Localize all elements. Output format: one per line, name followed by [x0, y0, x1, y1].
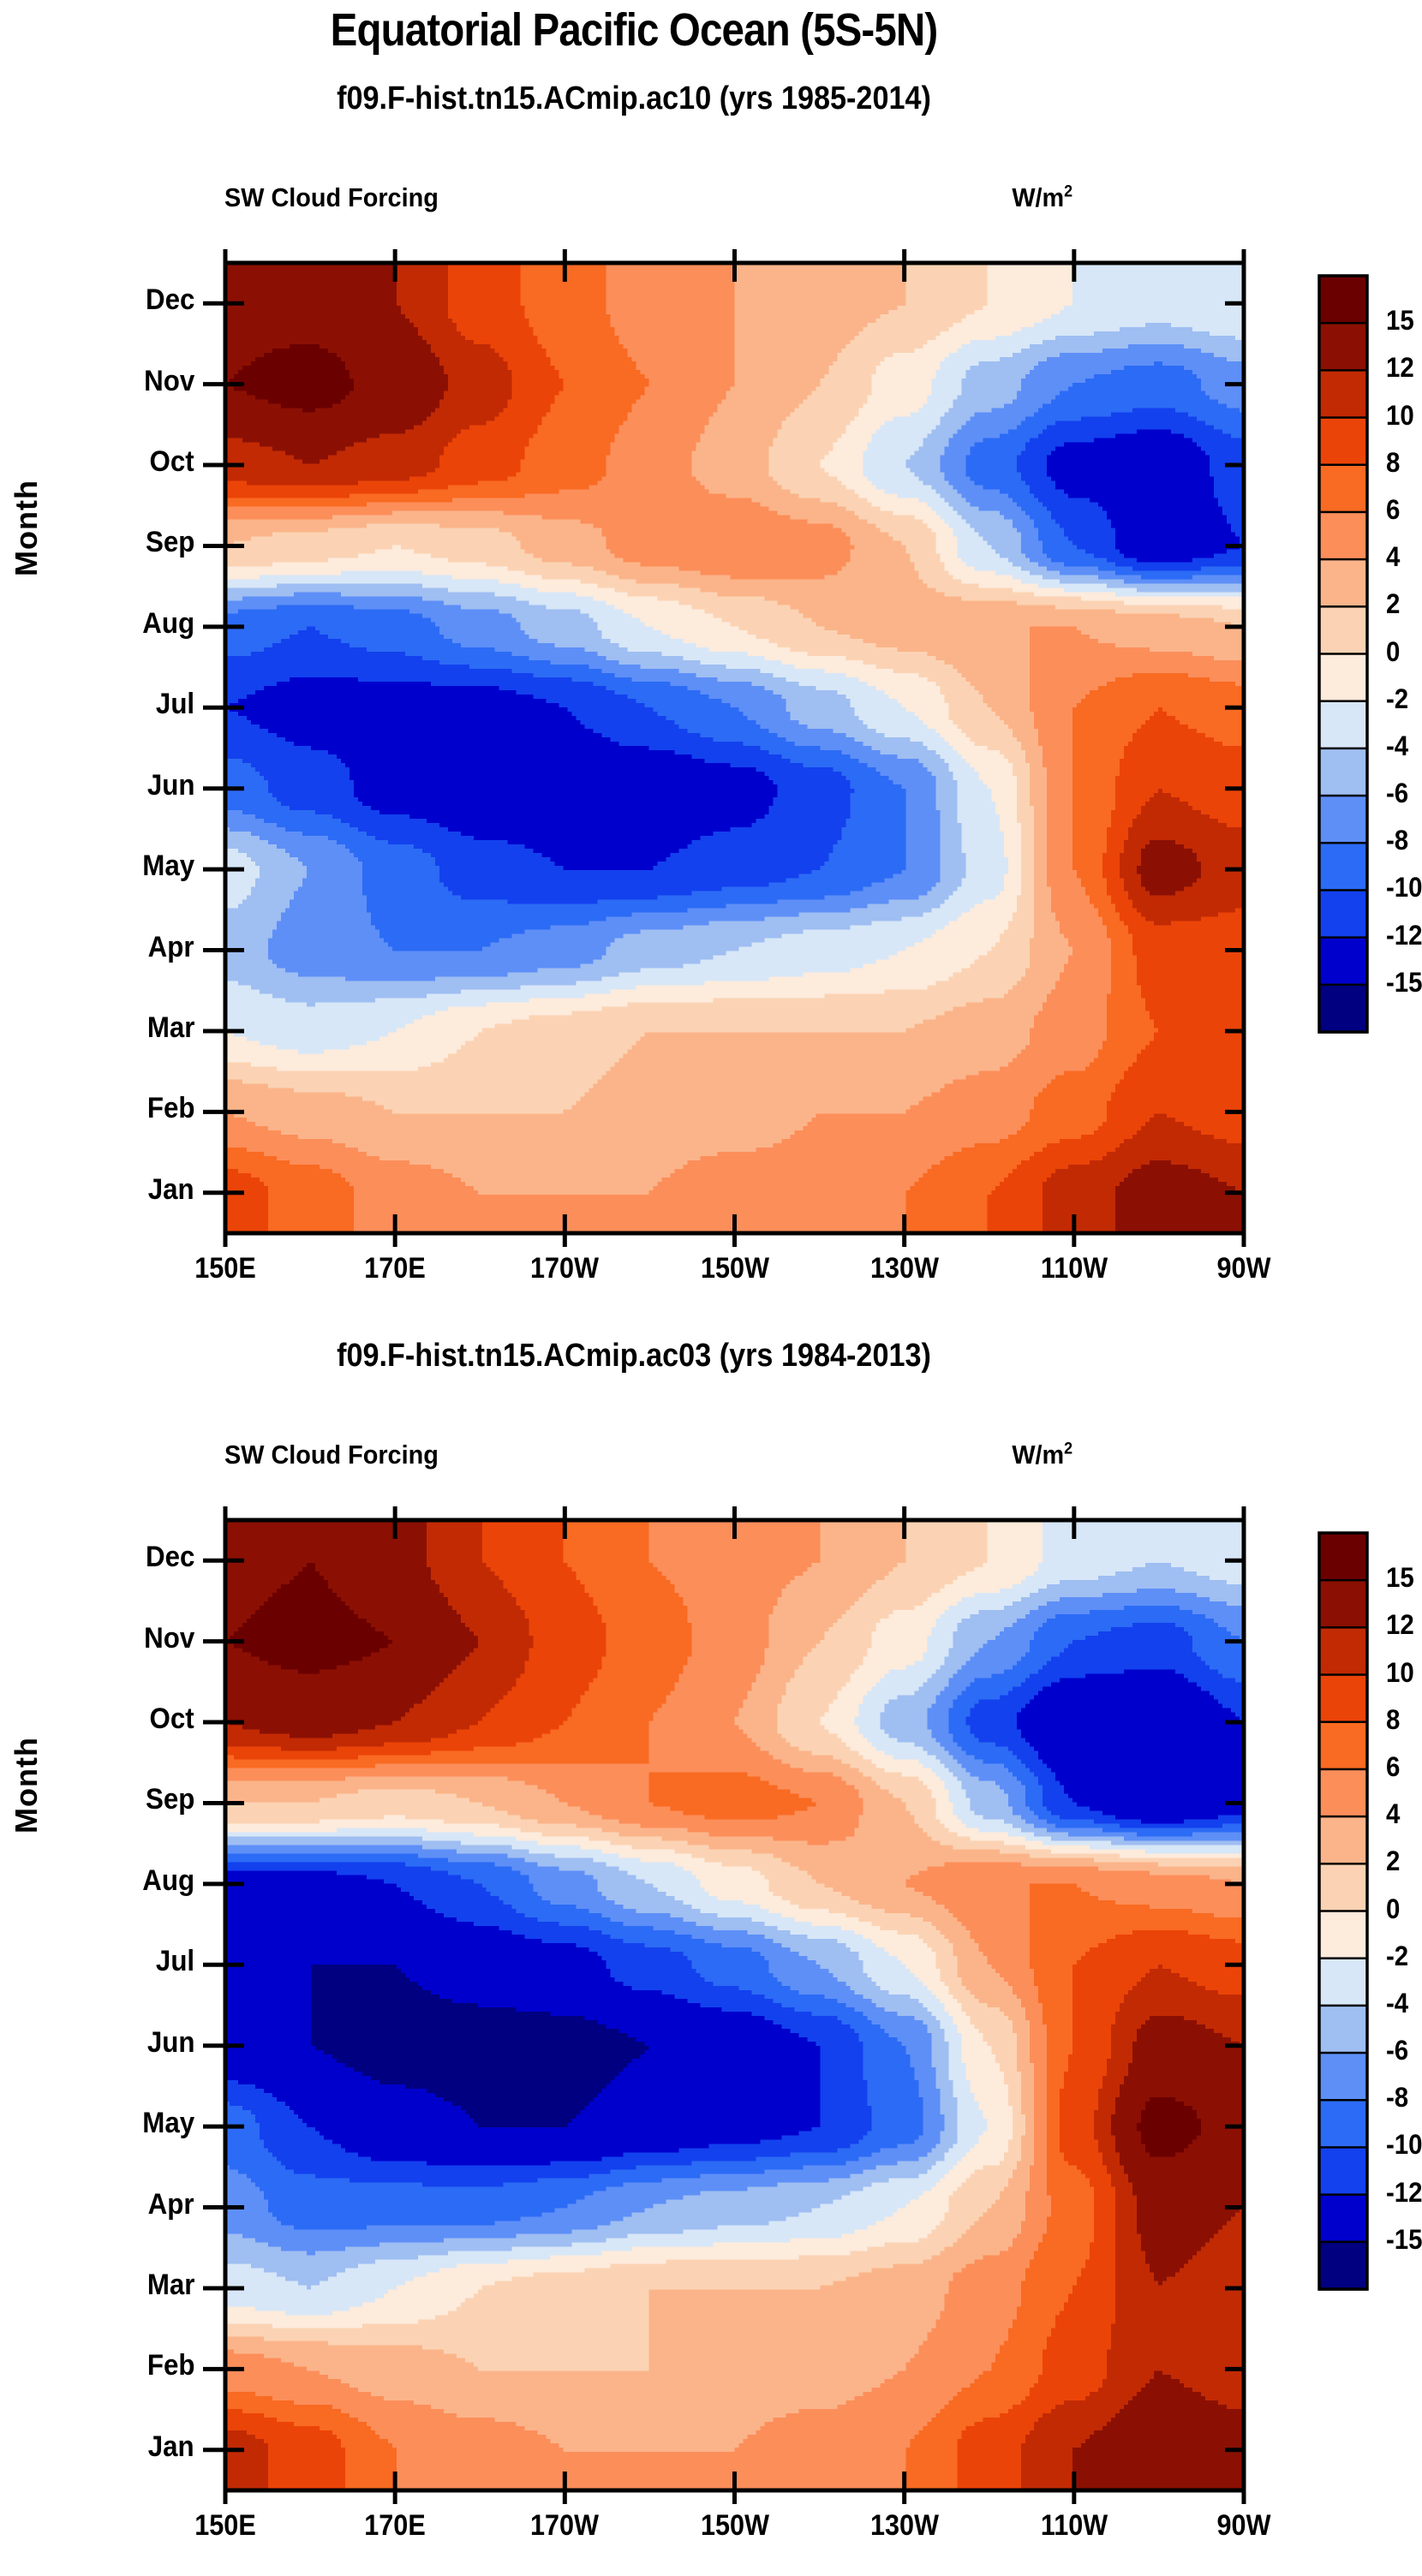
- panel-1-subtitle: f09.F-hist.tn15.ACmip.ac10 (yrs 1985-201…: [337, 80, 931, 116]
- x-axis-tick-130w: 130W: [869, 1252, 939, 1285]
- panel-1-plot: [203, 249, 1369, 1247]
- colorbar-label-15: 15: [1386, 305, 1414, 337]
- x-axis-tick-130w: 130W: [869, 2509, 939, 2542]
- x-axis-tick-150w: 150W: [700, 2509, 769, 2542]
- y-axis-tick-sep: Sep: [145, 1783, 194, 1816]
- colorbar-label-8: 8: [1386, 1703, 1401, 1735]
- colorbar-label-neg15: -15: [1386, 2223, 1422, 2255]
- y-axis-tick-jul: Jul: [155, 1945, 194, 1978]
- panel-2-right-label: W/m2: [1012, 1440, 1072, 1470]
- x-axis-tick-170w: 170W: [530, 2509, 600, 2542]
- y-axis-tick-may: May: [142, 850, 194, 883]
- colorbar-label-neg6: -6: [1386, 2035, 1409, 2066]
- x-axis-tick-170e: 170E: [364, 2509, 426, 2542]
- colorbar-label-neg6: -6: [1386, 778, 1409, 809]
- colorbar-label-neg12: -12: [1386, 919, 1422, 951]
- y-axis-tick-oct: Oct: [149, 445, 194, 479]
- colorbar-label-0: 0: [1386, 1893, 1401, 1924]
- page-title: Equatorial Pacific Ocean (5S-5N): [330, 4, 939, 56]
- y-axis-tick-mar: Mar: [146, 2268, 194, 2301]
- colorbar-label-15: 15: [1386, 1562, 1414, 1594]
- panel-2-subtitle: f09.F-hist.tn15.ACmip.ac03 (yrs 1984-201…: [337, 1338, 931, 1374]
- colorbar-label-neg15: -15: [1386, 966, 1422, 998]
- colorbar-label-neg12: -12: [1386, 2176, 1422, 2208]
- colorbar-label-6: 6: [1386, 493, 1401, 525]
- panel-1: f09.F-hist.tn15.ACmip.ac10 (yrs 1985-201…: [9, 80, 1422, 1285]
- y-axis-tick-nov: Nov: [143, 364, 194, 397]
- colorbar-label-2: 2: [1386, 1846, 1401, 1877]
- colorbar-label-neg2: -2: [1386, 683, 1409, 714]
- colorbar-label-neg4: -4: [1386, 730, 1409, 761]
- colorbar-label-4: 4: [1386, 1798, 1401, 1830]
- x-axis-tick-110w: 110W: [1040, 2509, 1108, 2542]
- x-axis-tick-110w: 110W: [1040, 1252, 1108, 1285]
- colorbar-label-12: 12: [1386, 352, 1414, 384]
- y-axis-tick-mar: Mar: [146, 1011, 194, 1044]
- colorbar-label-8: 8: [1386, 446, 1401, 478]
- units-text: W/m: [1012, 1440, 1065, 1470]
- colorbar-label-12: 12: [1386, 1609, 1414, 1641]
- x-axis-tick-170e: 170E: [364, 1252, 426, 1285]
- colorbar-label-4: 4: [1386, 541, 1401, 573]
- x-axis-tick-170w: 170W: [530, 1252, 600, 1285]
- panel-2-left-label: SW Cloud Forcing: [224, 1440, 439, 1470]
- panel-1-left-label: SW Cloud Forcing: [224, 182, 439, 212]
- panel-2: f09.F-hist.tn15.ACmip.ac03 (yrs 1984-201…: [0, 1257, 1422, 2576]
- colorbar-label-neg10: -10: [1386, 872, 1422, 903]
- colorbar-label-0: 0: [1386, 635, 1401, 667]
- colorbar-label-neg10: -10: [1386, 2129, 1422, 2161]
- y-axis-tick-jan: Jan: [148, 1172, 194, 1206]
- x-axis-tick-150e: 150E: [194, 2509, 256, 2542]
- y-axis-tick-dec: Dec: [145, 1541, 194, 1574]
- y-axis-tick-feb: Feb: [146, 2349, 194, 2382]
- x-axis-tick-90w: 90W: [1216, 1252, 1271, 1285]
- colorbar-label-10: 10: [1386, 1656, 1414, 1688]
- y-axis-tick-jun: Jun: [146, 2025, 194, 2059]
- x-axis-tick-90w: 90W: [1216, 2509, 1271, 2542]
- y-axis-tick-apr: Apr: [148, 930, 194, 963]
- colorbar-label-neg8: -8: [1386, 825, 1409, 856]
- y-axis-tick-oct: Oct: [149, 1702, 194, 1736]
- x-axis-tick-150w: 150W: [700, 1252, 769, 1285]
- panel-2-plot: [203, 1506, 1369, 2504]
- y-axis-tick-aug: Aug: [142, 1863, 194, 1897]
- colorbar-label-10: 10: [1386, 399, 1414, 431]
- y-axis-tick-sep: Sep: [145, 526, 194, 559]
- y-axis-tick-jun: Jun: [146, 768, 194, 802]
- y-axis-tick-feb: Feb: [146, 1092, 194, 1125]
- units-exponent: 2: [1064, 1440, 1072, 1458]
- units-exponent: 2: [1064, 182, 1072, 201]
- x-axis-tick-150e: 150E: [194, 1252, 256, 1285]
- y-axis-tick-may: May: [142, 2107, 194, 2140]
- colorbar-label-neg4: -4: [1386, 1987, 1409, 2018]
- colorbar-label-2: 2: [1386, 588, 1401, 620]
- y-axis-tick-nov: Nov: [143, 1621, 194, 1655]
- colorbar-label-6: 6: [1386, 1750, 1401, 1782]
- colorbar-label-neg2: -2: [1386, 1940, 1409, 1971]
- y-axis-tick-dec: Dec: [145, 283, 194, 317]
- units-text: W/m: [1012, 182, 1065, 212]
- colorbar-label-neg8: -8: [1386, 2082, 1409, 2114]
- panel-1-right-label: W/m2: [1012, 182, 1072, 213]
- y-axis-tick-apr: Apr: [148, 2187, 194, 2221]
- y-axis-tick-jul: Jul: [155, 688, 194, 721]
- y-axis-tick-jan: Jan: [148, 2430, 194, 2463]
- y-axis-tick-aug: Aug: [142, 606, 194, 640]
